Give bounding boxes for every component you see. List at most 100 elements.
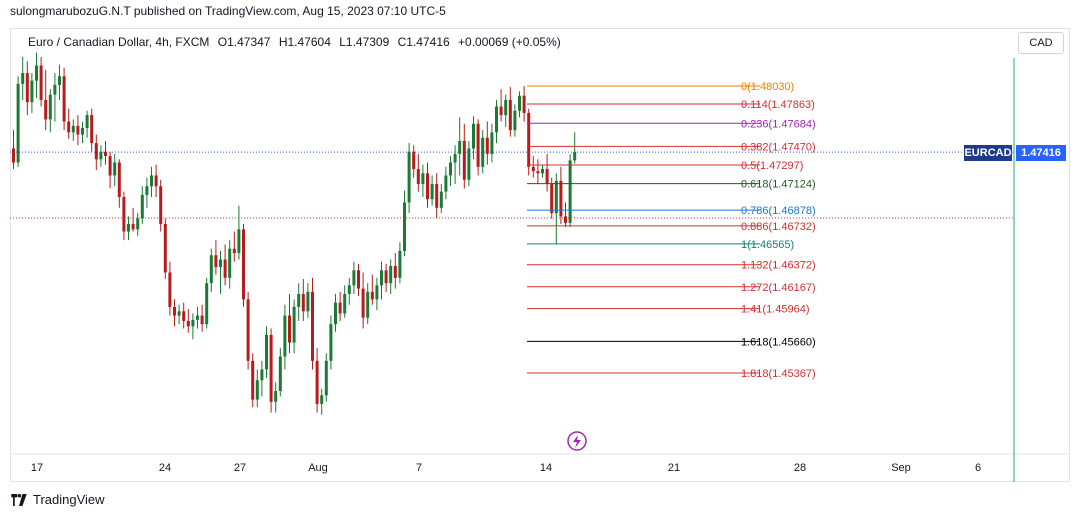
legend-open: O1.47347 <box>217 35 271 49</box>
candle-body <box>136 218 140 230</box>
candle-body <box>242 229 245 300</box>
candle-body <box>251 360 255 400</box>
x-axis-tick-label: Aug <box>308 462 328 474</box>
x-axis-tick-label: 14 <box>540 462 552 474</box>
candle-body <box>439 191 443 208</box>
candle-body <box>16 83 20 163</box>
candle-body <box>472 123 475 149</box>
candle-body <box>154 175 158 187</box>
chart-overlays <box>567 431 587 451</box>
candle-body <box>71 125 75 133</box>
candle-body <box>223 259 227 278</box>
last-price-tag: 1.47416 <box>1016 145 1066 161</box>
candle-body <box>573 151 577 161</box>
footer-brand-label: TradingView <box>33 492 105 507</box>
candles <box>12 52 577 415</box>
candle-body <box>219 259 222 268</box>
candle-body <box>39 65 43 101</box>
candle-body <box>398 250 402 278</box>
fib-level-label: 1.272(1.46167) <box>741 282 816 294</box>
candle-body <box>131 223 135 230</box>
candle-body <box>370 291 374 300</box>
candle-body <box>389 265 393 284</box>
candle-body <box>85 115 89 129</box>
candle-body <box>122 197 126 232</box>
candle-body <box>430 184 434 200</box>
fib-level-label: 0.786(1.46878) <box>741 205 816 217</box>
candle-body <box>412 151 416 169</box>
grid-lines <box>10 58 1070 482</box>
candle-body <box>393 265 397 278</box>
candle-body <box>522 95 526 113</box>
candle-body <box>104 151 107 157</box>
candle-body <box>12 148 15 163</box>
fib-level-label: 0.5(1.47297) <box>741 160 803 172</box>
candle-body <box>94 143 98 160</box>
fib-level-label: 0.618(1.47124) <box>741 179 816 191</box>
x-axis-tick-label: 6 <box>975 462 981 474</box>
candle-body <box>301 294 305 312</box>
candle-body <box>163 223 167 273</box>
candle-body <box>347 285 351 295</box>
candle-body <box>320 395 324 404</box>
x-axis-tick-label: 27 <box>234 462 246 474</box>
candle-body <box>380 270 383 286</box>
candle-body <box>228 248 232 278</box>
candle-body <box>495 106 498 133</box>
fib-level-label: 0.236(1.47684) <box>741 118 816 130</box>
candle-body <box>554 180 558 214</box>
candle-body <box>545 168 549 185</box>
candle-body <box>541 168 544 174</box>
currency-button[interactable]: CAD <box>1018 32 1064 54</box>
fib-level-label: 1.132(1.46372) <box>741 260 816 272</box>
candle-body <box>338 302 342 314</box>
candle-body <box>559 180 563 217</box>
candle-body <box>550 184 554 214</box>
candle-body <box>352 270 356 286</box>
x-axis-tick-label: 24 <box>159 462 171 474</box>
candle-body <box>343 294 347 314</box>
fib-level-label: 1.618(1.45660) <box>741 336 816 348</box>
candle-body <box>177 311 181 316</box>
event-lightning-icon <box>567 431 587 451</box>
candle-body <box>237 229 241 254</box>
publish-header: sulongmarubozuG.N.T published on Trading… <box>10 4 446 18</box>
time-axis: 17 24 27 Aug 7 14 21 28 Sep 6 <box>31 462 981 474</box>
candle-body <box>458 140 462 154</box>
candle-body <box>357 270 360 289</box>
candle-body <box>269 334 273 402</box>
candle-body <box>334 302 337 325</box>
x-axis-tick-label: 21 <box>668 462 680 474</box>
candle-body <box>306 291 310 312</box>
candle-body <box>62 76 66 122</box>
legend-low: L1.47309 <box>339 35 390 49</box>
candle-body <box>44 100 48 120</box>
legend-change: +0.00069 (+0.05%) <box>458 35 561 49</box>
candle-body <box>168 272 172 307</box>
x-axis-tick-label: 7 <box>416 462 422 474</box>
x-axis-tick-label: 28 <box>794 462 806 474</box>
x-axis-tick-label: Sep <box>891 462 911 474</box>
candle-body <box>421 173 425 185</box>
candle-body <box>209 255 213 284</box>
candle-body <box>485 137 489 154</box>
candle-body <box>30 80 34 103</box>
candle-body <box>35 65 38 81</box>
candle-body <box>453 153 457 163</box>
legend-high: H1.47604 <box>278 35 331 49</box>
candle-body <box>108 156 112 176</box>
candle-body <box>81 128 84 135</box>
candle-body <box>159 186 163 224</box>
footer-branding[interactable]: TradingView <box>10 492 105 507</box>
candle-body <box>182 311 186 321</box>
candle-body <box>99 151 103 160</box>
candle-body <box>186 320 190 327</box>
candle-body <box>315 360 319 404</box>
fibonacci-levels: 0(1.48030) 0.114(1.47863) 0.236(1.47684) 0.… <box>527 81 816 380</box>
candle-body <box>58 76 61 85</box>
legend-close: C1.47416 <box>397 35 450 49</box>
candle-body <box>274 390 278 402</box>
candle-body <box>283 315 287 357</box>
candle-body <box>536 171 540 174</box>
